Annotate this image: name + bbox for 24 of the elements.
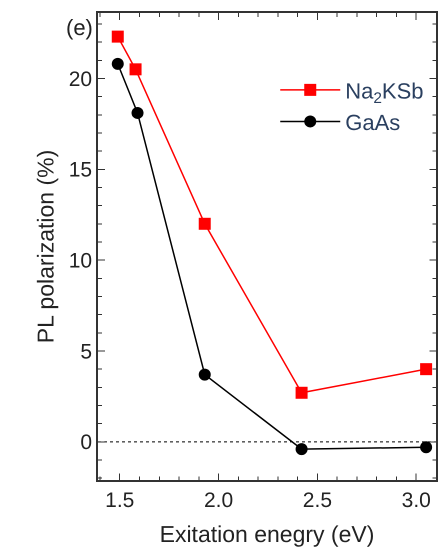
y-tick-label: 10 (68, 249, 92, 272)
x-tick-label: 2.0 (204, 488, 234, 512)
point (112, 30, 124, 43)
legend-label: Na$_{2}$KSb (345, 78, 424, 108)
point (420, 441, 432, 454)
y-tick-label: 15 (68, 158, 92, 182)
y-tick-label: 5 (80, 340, 92, 364)
x-tick-label: 1.5 (105, 488, 134, 512)
point (198, 368, 211, 381)
chart-title: (e) (66, 15, 93, 40)
point (130, 63, 142, 76)
point (112, 58, 124, 70)
point (296, 443, 308, 456)
y-tick-label: 20 (68, 68, 92, 91)
y-tick-label: 0 (80, 431, 92, 454)
x-tick-label: 2.5 (302, 488, 332, 512)
x-tick-label: 3.0 (402, 488, 431, 512)
legend-label: GaAs (345, 110, 400, 136)
point (296, 386, 308, 399)
point (132, 106, 144, 119)
y-axis-title: PL polarization (%) (32, 150, 59, 344)
point (420, 363, 432, 376)
point (198, 218, 211, 230)
x-axis-title: Exitation enegry (eV) (160, 521, 374, 548)
